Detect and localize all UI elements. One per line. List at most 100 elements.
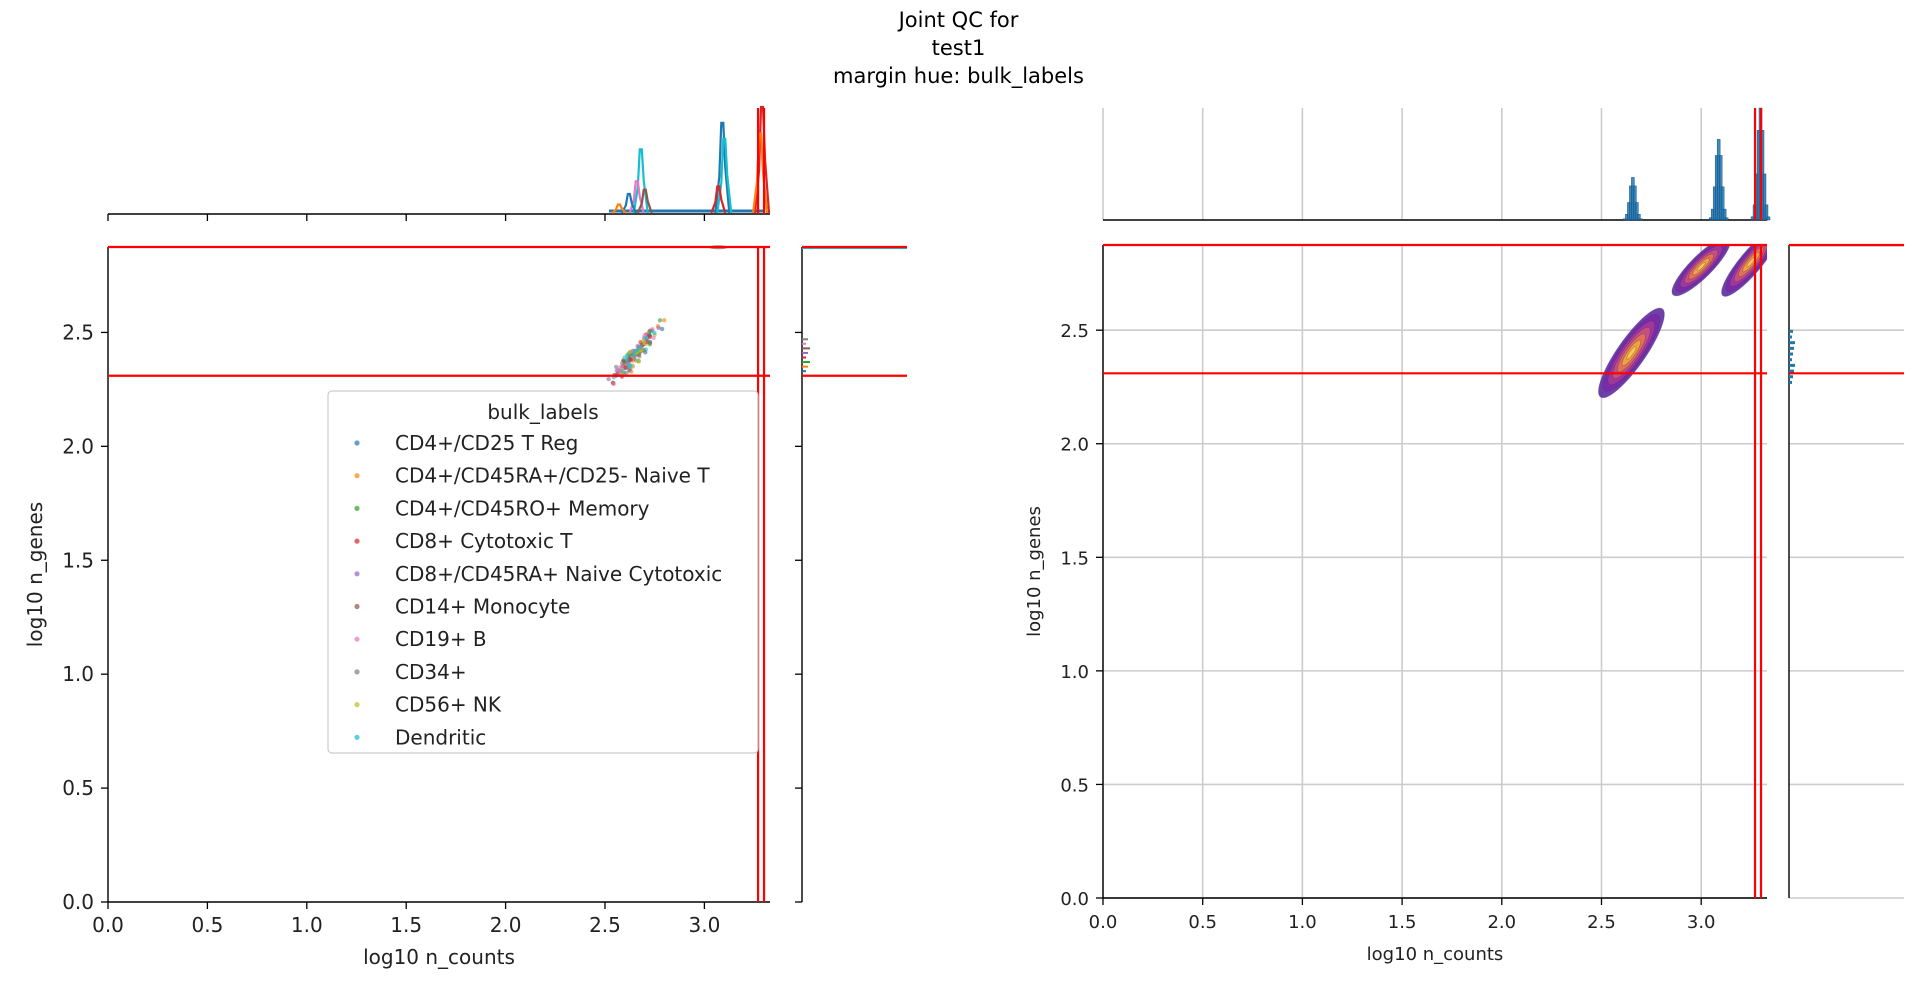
x-tick-label: 2.5 [589,913,621,937]
legend-marker [354,669,360,675]
legend-entry: CD4+/CD45RA+/CD25- Naive T [395,464,710,488]
y-tick-label: 2.0 [1060,435,1089,456]
y-tick-label: 1.5 [62,548,94,572]
legend: bulk_labels CD4+/CD25 T Reg CD4+/CD45RA+/C… [327,390,759,754]
hist-trace [636,188,653,214]
y-tick-label: 1.0 [62,662,94,686]
threshold-lines [1103,108,1904,898]
kde-blob [1598,307,1665,399]
grid-lines [1102,108,1904,899]
x-axis-label: log10 n_counts [1367,944,1504,965]
hist-bar [1762,173,1767,221]
left-joint-plot: 0.0 0.5 1.0 1.5 2.0 2.5 3.0 0.0 0.5 1.0 1.5 2.0 2.5 l… [23,105,907,969]
hist-trace [632,148,649,214]
y-axis-label: log10 n_genes [23,502,47,647]
hist-trace [714,121,731,214]
legend-marker [354,538,360,544]
scatter-point [619,364,625,369]
scatter-point [620,360,625,366]
x-tick-label: 0.0 [1089,912,1118,933]
legend-entry: CD8+ Cytotoxic T [395,529,573,553]
hist-trace [620,192,637,214]
scatter-point [613,364,619,370]
scatter-point [620,368,626,374]
y-tick-label: 0.0 [62,890,94,914]
scatter-point [643,335,649,340]
legend-marker [354,702,360,708]
scatter-point [637,345,643,350]
scatter-point [627,367,632,373]
legend-marker [354,571,360,577]
kde-contours [1598,245,1767,399]
x-tick-label: 1.0 [1288,912,1317,933]
scatter-point [606,376,611,382]
side-hist-bar [1789,346,1794,350]
x-tick-label: 0.5 [191,913,223,937]
y-tick-label: 0.5 [1060,775,1089,796]
x-tick-label: 1.0 [291,913,323,937]
scatter-point [625,353,630,358]
side-hist-bar [1789,380,1792,384]
hist-bar [1637,214,1641,221]
side-hist-bar [1789,352,1793,356]
legend-entry: CD8+/CD45RA+ Naive Cytotoxic [395,562,722,586]
legend-marker [354,734,360,740]
kde-blob [1671,245,1731,297]
x-tick-label: 2.0 [1487,912,1516,933]
side-hist-bar [1789,329,1793,333]
hist-bar [1766,216,1771,221]
scatter-point [659,326,665,332]
side-marginal-histogram [802,245,907,373]
figure-title: Joint QC for test1 margin hue: bulk_labe… [0,6,1917,90]
scatter-point [641,338,646,344]
legend-marker [354,473,360,479]
y-tick-label: 0.5 [62,776,94,800]
side-hist-bar [1789,341,1795,345]
threshold-lines [108,108,907,902]
y-tick-label: 1.5 [1060,548,1089,569]
scatter-point [628,350,633,355]
kde-level [1626,346,1637,360]
y-tick-label: 2.5 [62,320,94,344]
kde-level [1696,261,1706,272]
kde-blob [1721,245,1767,297]
scatter-point [628,363,633,369]
y-axis-label: log10 n_genes [1024,506,1045,637]
legend-entry: CD34+ [395,660,467,684]
x-tick-label: 3.0 [1687,912,1716,933]
scatter-point [647,340,652,345]
legend-entry: CD4+/CD45RO+ Memory [395,496,650,520]
hist-trace [710,185,727,214]
hist-bar [1724,217,1729,221]
scatter-point [657,318,663,323]
scatter-point [636,359,641,364]
scatter-point [656,325,661,331]
hist-trace [611,203,627,214]
scatter-point [631,352,636,357]
x-tick-label: 3.0 [688,913,720,937]
x-tick-label: 0.0 [92,913,124,937]
legend-marker [354,603,360,610]
y-tick-label: 2.0 [62,434,94,458]
legend-marker [354,636,360,642]
y-tick-label: 2.5 [1060,321,1089,342]
top-marginal-histogram [1623,107,1771,221]
side-hist-bar [1789,363,1795,367]
side-hist-bar [1789,375,1793,379]
legend-entry: CD14+ Monocyte [395,595,570,619]
side-hist-bar [1789,335,1792,339]
title-line-1: Joint QC for [898,8,1019,32]
side-hist-bar [1789,369,1794,373]
scatter-point [652,330,657,336]
x-tick-label: 1.5 [390,913,422,937]
legend-title: bulk_labels [487,400,598,424]
hist-bar [1764,204,1769,221]
legend-entry: Dendritic [395,725,486,749]
scatter-point [624,370,629,376]
legend-frame [327,390,759,754]
scatter-point [662,318,667,323]
legend-entry: CD56+ NK [395,693,502,717]
y-tick-label: 1.0 [1060,662,1089,683]
scatter-point [643,347,648,352]
